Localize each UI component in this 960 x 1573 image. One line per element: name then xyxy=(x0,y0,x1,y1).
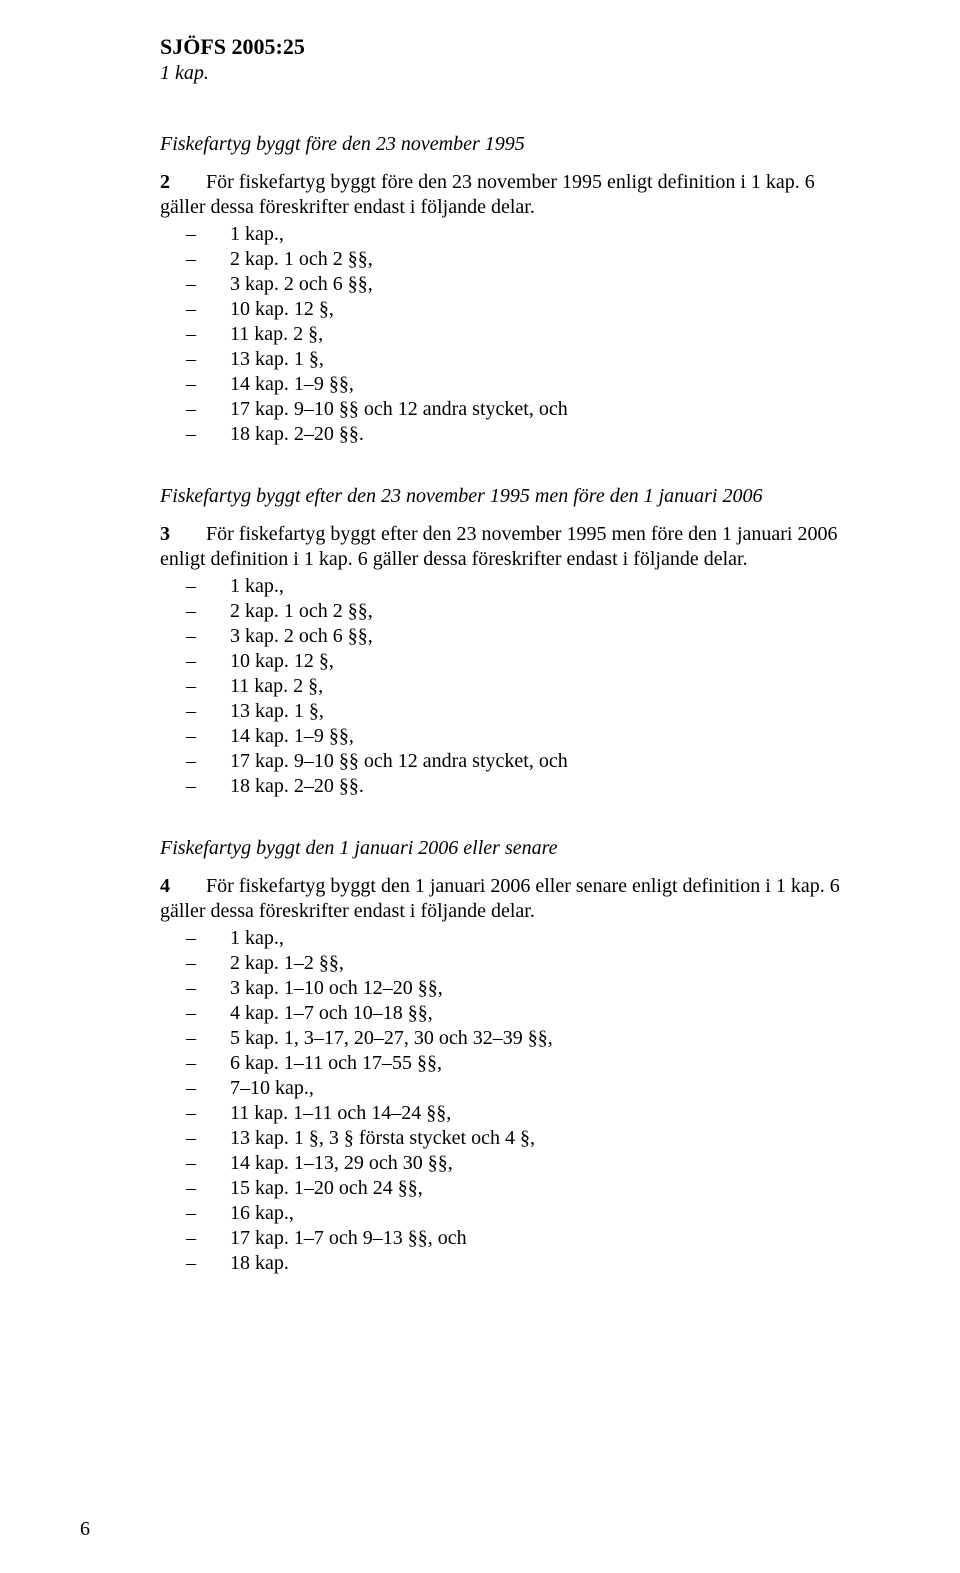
list-item: –1 kap., xyxy=(208,926,840,951)
list-item: –7–10 kap., xyxy=(208,1076,840,1101)
list-item: –2 kap. 1–2 §§, xyxy=(208,951,840,976)
list-item: –14 kap. 1–9 §§, xyxy=(208,724,840,749)
section-heading: Fiskefartyg byggt efter den 23 november … xyxy=(160,485,840,508)
list-item: –15 kap. 1–20 och 24 §§, xyxy=(208,1176,840,1201)
list-item: –14 kap. 1–9 §§, xyxy=(208,372,840,397)
list-item: –11 kap. 1–11 och 14–24 §§, xyxy=(208,1101,840,1126)
section-intro-text: För fiskefartyg byggt före den 23 novemb… xyxy=(160,171,815,218)
list-item: –1 kap., xyxy=(208,574,840,599)
list-item: –3 kap. 2 och 6 §§, xyxy=(208,624,840,649)
section-heading: Fiskefartyg byggt den 1 januari 2006 ell… xyxy=(160,837,840,860)
list-item: –13 kap. 1 §, xyxy=(208,699,840,724)
page: SJÖFS 2005:25 1 kap. Fiskefartyg byggt f… xyxy=(0,0,960,1573)
list-item: –10 kap. 12 §, xyxy=(208,649,840,674)
list-item: –18 kap. 2–20 §§. xyxy=(208,774,840,799)
section-1: Fiskefartyg byggt före den 23 november 1… xyxy=(160,133,840,447)
section-number: 2 xyxy=(160,171,170,193)
list-item: –14 kap. 1–13, 29 och 30 §§, xyxy=(208,1151,840,1176)
list-item: –17 kap. 1–7 och 9–13 §§, och xyxy=(208,1226,840,1251)
list-item: –2 kap. 1 och 2 §§, xyxy=(208,599,840,624)
list-item: –3 kap. 2 och 6 §§, xyxy=(208,272,840,297)
list-item: –11 kap. 2 §, xyxy=(208,322,840,347)
list-item: –11 kap. 2 §, xyxy=(208,674,840,699)
list-item: –13 kap. 1 §, 3 § första stycket och 4 §… xyxy=(208,1126,840,1151)
list-item: –16 kap., xyxy=(208,1201,840,1226)
section-intro: 4För fiskefartyg byggt den 1 januari 200… xyxy=(160,874,840,924)
list-item: –13 kap. 1 §, xyxy=(208,347,840,372)
list-item: –17 kap. 9–10 §§ och 12 andra stycket, o… xyxy=(208,397,840,422)
list-item: –4 kap. 1–7 och 10–18 §§, xyxy=(208,1001,840,1026)
list-item: –18 kap. 2–20 §§. xyxy=(208,422,840,447)
item-list: –1 kap., –2 kap. 1 och 2 §§, –3 kap. 2 o… xyxy=(160,222,840,447)
section-number: 3 xyxy=(160,523,170,545)
list-item: –18 kap. xyxy=(208,1251,840,1276)
document-code: SJÖFS 2005:25 xyxy=(160,34,840,60)
list-item: –6 kap. 1–11 och 17–55 §§, xyxy=(208,1051,840,1076)
list-item: –2 kap. 1 och 2 §§, xyxy=(208,247,840,272)
list-item: –5 kap. 1, 3–17, 20–27, 30 och 32–39 §§, xyxy=(208,1026,840,1051)
document-chapter: 1 kap. xyxy=(160,62,840,85)
list-item: –1 kap., xyxy=(208,222,840,247)
section-number: 4 xyxy=(160,875,170,897)
section-intro: 3För fiskefartyg byggt efter den 23 nove… xyxy=(160,522,840,572)
section-intro-text: För fiskefartyg byggt efter den 23 novem… xyxy=(160,523,837,570)
page-number: 6 xyxy=(80,1518,90,1541)
section-heading: Fiskefartyg byggt före den 23 november 1… xyxy=(160,133,840,156)
section-intro-text: För fiskefartyg byggt den 1 januari 2006… xyxy=(160,875,840,922)
item-list: –1 kap., –2 kap. 1–2 §§, –3 kap. 1–10 oc… xyxy=(160,926,840,1276)
section-3: Fiskefartyg byggt den 1 januari 2006 ell… xyxy=(160,837,840,1276)
section-2: Fiskefartyg byggt efter den 23 november … xyxy=(160,485,840,799)
list-item: –10 kap. 12 §, xyxy=(208,297,840,322)
list-item: –17 kap. 9–10 §§ och 12 andra stycket, o… xyxy=(208,749,840,774)
item-list: –1 kap., –2 kap. 1 och 2 §§, –3 kap. 2 o… xyxy=(160,574,840,799)
section-intro: 2För fiskefartyg byggt före den 23 novem… xyxy=(160,170,840,220)
list-item: –3 kap. 1–10 och 12–20 §§, xyxy=(208,976,840,1001)
